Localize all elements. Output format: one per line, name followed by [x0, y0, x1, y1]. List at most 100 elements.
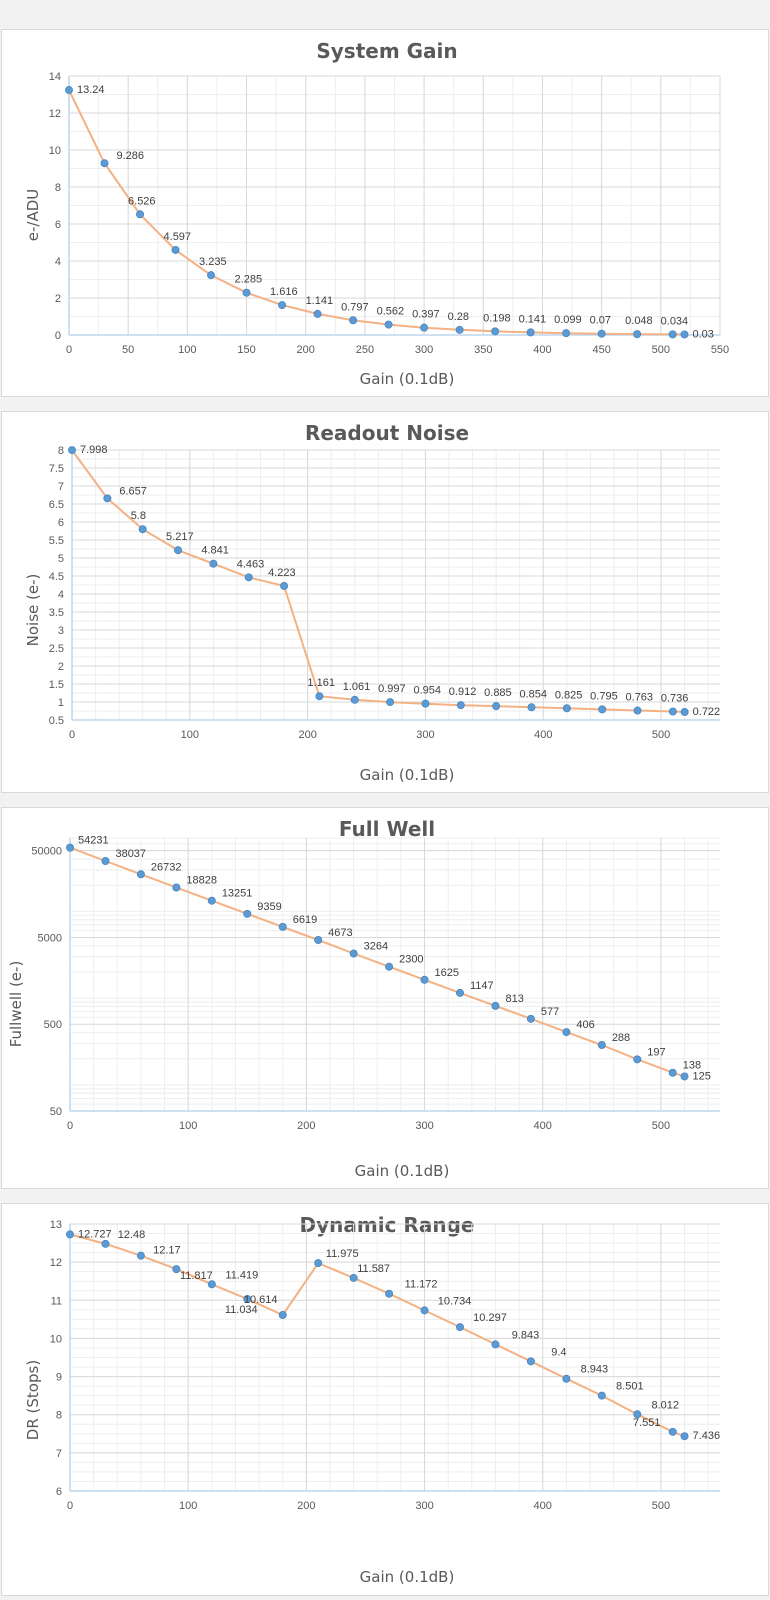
y-tick-label: 2: [58, 661, 64, 673]
x-axis-title: Gain (0.1dB): [360, 766, 455, 784]
y-tick-label: 5: [58, 553, 64, 565]
x-tick-label: 500: [652, 1500, 670, 1512]
data-label: 13251: [222, 888, 253, 900]
data-label: 2300: [399, 954, 423, 966]
y-tick-label: 7: [58, 481, 64, 493]
data-point: [314, 1259, 323, 1268]
data-label: 9359: [257, 901, 281, 913]
data-label: 0.099: [554, 314, 582, 326]
full-well-chart: Full Well Gain (0.1dB) Fullwell (e-) 0 10…: [7, 817, 720, 1180]
data-point: [633, 330, 642, 339]
data-label: 11.034: [225, 1304, 258, 1316]
x-axis-title: Gain (0.1dB): [360, 370, 455, 388]
x-tick-label: 0: [67, 1500, 73, 1512]
data-point: [562, 1028, 571, 1037]
data-label: 4.841: [201, 545, 229, 557]
y-tick-label: 13: [50, 1219, 62, 1231]
chart-title: Readout Noise: [305, 421, 469, 445]
y-axis-title: Fullwell (e-): [7, 961, 25, 1048]
x-tick-label: 300: [415, 1120, 433, 1132]
data-point: [385, 1289, 394, 1298]
data-label: 4.597: [164, 231, 192, 243]
data-point: [244, 573, 253, 582]
data-label: 138: [683, 1060, 701, 1072]
data-label: 1.141: [306, 295, 334, 307]
data-point: [491, 327, 500, 336]
data-point: [65, 86, 74, 95]
data-point: [243, 909, 252, 918]
data-label: 0.736: [661, 693, 689, 705]
chart-panel-readout-noise: Readout Noise Gain (0.1dB) Noise (e-) 0 1…: [1, 411, 769, 793]
data-point: [278, 301, 287, 310]
x-tick-label: 200: [297, 1120, 315, 1132]
data-label: 1625: [435, 967, 459, 979]
x-tick-label: 200: [298, 729, 316, 741]
y-tick-label: 6.5: [49, 499, 64, 511]
data-label: 0.034: [661, 315, 689, 327]
data-point: [562, 329, 571, 338]
chart-panel-system-gain: System Gain Gain (0.1dB) e-/ADU 0 50 100 15…: [1, 29, 769, 397]
x-tick-label: 300: [415, 1500, 433, 1512]
data-label: 0.763: [626, 692, 654, 704]
y-tick-label: 10: [50, 1333, 62, 1345]
data-point: [455, 988, 464, 997]
data-point: [136, 870, 145, 879]
y-tick-label: 0.5: [49, 715, 64, 727]
y-axis-title: DR (Stops): [24, 1360, 42, 1440]
x-tick-label: 400: [533, 344, 551, 356]
data-label: 0.722: [693, 706, 721, 718]
y-tick-label: 8: [56, 1410, 62, 1422]
data-point: [597, 329, 606, 338]
data-label: 11.419: [225, 1269, 258, 1281]
data-label: 7.998: [80, 444, 108, 456]
y-axis-title: e-/ADU: [24, 189, 42, 242]
data-label: 0.048: [625, 315, 653, 327]
data-point: [171, 245, 180, 254]
x-tick-label: 350: [474, 344, 492, 356]
data-point: [491, 1001, 500, 1010]
data-label: 9.4: [551, 1346, 566, 1358]
data-point: [207, 1280, 216, 1289]
data-point: [66, 843, 75, 852]
y-tick-label: 8: [58, 445, 64, 457]
data-point: [491, 1340, 500, 1349]
data-point: [420, 323, 429, 332]
x-tick-label: 500: [652, 344, 670, 356]
data-label: 4673: [328, 927, 352, 939]
data-point: [349, 1273, 358, 1282]
y-tick-label: 11: [51, 1295, 62, 1307]
data-point: [680, 1072, 689, 1081]
x-axis-title: Gain (0.1dB): [355, 1162, 450, 1180]
data-label: 1147: [470, 980, 494, 992]
data-point: [598, 705, 607, 714]
data-label: 1.161: [307, 677, 335, 689]
data-point: [103, 494, 112, 503]
data-label: 0.397: [412, 309, 440, 321]
data-label: 11.817: [180, 1270, 213, 1282]
grid: [68, 75, 721, 336]
data-label: 1.616: [270, 286, 298, 298]
y-tick-label: 3: [58, 625, 64, 637]
y-tick-label: 50: [50, 1106, 62, 1118]
data-label: 6.657: [119, 485, 147, 497]
y-tick-label: 3.5: [49, 607, 64, 619]
data-point: [562, 704, 571, 713]
data-point: [136, 1251, 145, 1260]
data-point: [278, 1311, 287, 1320]
x-tick-label: 0: [67, 1120, 73, 1132]
y-tick-label: 4.5: [49, 571, 64, 583]
y-tick-label: 5.5: [49, 535, 64, 547]
chart-title: Dynamic Range: [300, 1213, 475, 1237]
data-label: 10.734: [438, 1295, 472, 1307]
data-point: [242, 288, 251, 297]
data-label: 5.8: [131, 510, 146, 522]
data-point: [386, 698, 395, 707]
x-tick-label: 200: [297, 344, 315, 356]
x-tick-label: 0: [66, 344, 72, 356]
x-tick-label: 100: [178, 344, 196, 356]
x-tick-label: 150: [237, 344, 255, 356]
data-label: 5.217: [166, 531, 194, 543]
x-tick-label: 50: [122, 344, 134, 356]
data-point: [527, 703, 536, 712]
data-point: [526, 1014, 535, 1023]
